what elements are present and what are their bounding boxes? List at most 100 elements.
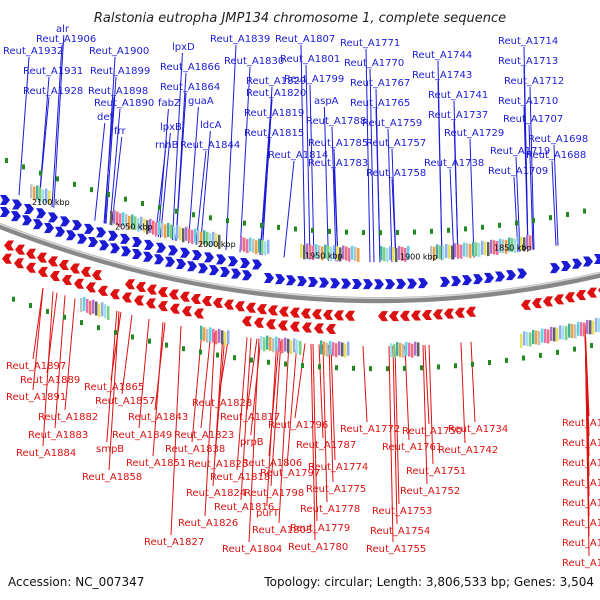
reverse-gene-label[interactable]: Reut_A1699 bbox=[562, 438, 600, 449]
reverse-gene-label[interactable]: Reut_A1704 bbox=[562, 538, 600, 549]
forward-gene-label[interactable]: guaA bbox=[188, 96, 214, 107]
reverse-gene-arrow[interactable] bbox=[37, 252, 47, 263]
forward-gene-label[interactable]: Reut_A1829 bbox=[246, 76, 306, 87]
reverse-gene-label[interactable]: Reut_A1825 bbox=[188, 459, 248, 470]
forward-gene-arrow[interactable] bbox=[110, 243, 120, 254]
reverse-gene-arrow[interactable] bbox=[301, 308, 311, 319]
forward-gene-arrow[interactable] bbox=[286, 275, 296, 286]
reverse-gene-arrow[interactable] bbox=[191, 293, 201, 304]
forward-gene-arrow[interactable] bbox=[330, 278, 340, 289]
forward-gene-arrow[interactable] bbox=[187, 261, 197, 272]
forward-gene-arrow[interactable] bbox=[84, 223, 94, 234]
reverse-gene-label[interactable]: Reut_A1858 bbox=[82, 472, 142, 483]
forward-gene-label[interactable]: Reut_A1759 bbox=[362, 118, 422, 129]
forward-gene-label[interactable]: Reut_A1814 bbox=[268, 150, 328, 161]
forward-gene-label[interactable]: Reut_A1820 bbox=[246, 88, 306, 99]
forward-gene-label[interactable]: Reut_A1807 bbox=[275, 34, 335, 45]
forward-gene-arrow[interactable] bbox=[484, 272, 494, 283]
reverse-gene-arrow[interactable] bbox=[158, 287, 168, 298]
forward-gene-arrow[interactable] bbox=[228, 256, 238, 267]
reverse-gene-arrow[interactable] bbox=[110, 289, 120, 300]
reverse-gene-arrow[interactable] bbox=[194, 308, 204, 319]
forward-gene-label[interactable]: Reut_A1830 bbox=[224, 56, 284, 67]
forward-gene-label[interactable]: Reut_A1890 bbox=[94, 98, 154, 109]
forward-gene-arrow[interactable] bbox=[0, 194, 10, 205]
reverse-gene-label[interactable]: purT bbox=[256, 508, 280, 519]
forward-gene-label[interactable]: Reut_A1783 bbox=[308, 158, 368, 169]
forward-gene-label[interactable]: Reut_A1757 bbox=[366, 138, 426, 149]
reverse-gene-label[interactable]: Reut_A1774 bbox=[308, 462, 368, 473]
forward-gene-arrow[interactable] bbox=[440, 276, 450, 287]
reverse-gene-label[interactable]: Reut_A1865 bbox=[84, 382, 144, 393]
reverse-gene-label[interactable]: Reut_A1787 bbox=[296, 440, 356, 451]
reverse-gene-label[interactable]: Reut_A1891 bbox=[6, 392, 66, 403]
forward-gene-label[interactable]: Reut_A1898 bbox=[88, 86, 148, 97]
reverse-gene-arrow[interactable] bbox=[444, 308, 454, 319]
forward-gene-arrow[interactable] bbox=[72, 220, 82, 231]
reverse-gene-arrow[interactable] bbox=[378, 311, 388, 322]
forward-gene-label[interactable]: Reut_A1710 bbox=[498, 96, 558, 107]
reverse-gene-label[interactable]: Reut_A1884 bbox=[16, 448, 76, 459]
reverse-gene-label[interactable]: Reut_A1818 bbox=[210, 472, 270, 483]
forward-gene-arrow[interactable] bbox=[275, 274, 285, 285]
reverse-gene-label[interactable]: Reut_A1703 bbox=[562, 518, 600, 529]
reverse-gene-arrow[interactable] bbox=[224, 299, 234, 310]
reverse-gene-label[interactable]: Reut_A1828 bbox=[192, 398, 252, 409]
reverse-gene-label[interactable]: smpB bbox=[96, 444, 124, 455]
forward-gene-arrow[interactable] bbox=[0, 206, 10, 217]
reverse-gene-label[interactable]: Reut_A1823 bbox=[174, 430, 234, 441]
forward-gene-label[interactable]: Reut_A1771 bbox=[340, 38, 400, 49]
forward-gene-label[interactable]: frr bbox=[114, 126, 126, 137]
forward-gene-arrow[interactable] bbox=[36, 208, 46, 219]
reverse-gene-label[interactable]: prpB bbox=[240, 437, 264, 448]
forward-gene-label[interactable]: Reut_A1744 bbox=[412, 50, 472, 61]
forward-gene-label[interactable]: fabZ bbox=[158, 98, 181, 109]
forward-gene-arrow[interactable] bbox=[11, 211, 21, 222]
reverse-gene-label[interactable]: Reut_A1817 bbox=[220, 412, 280, 423]
reverse-gene-arrow[interactable] bbox=[70, 263, 80, 274]
forward-gene-arrow[interactable] bbox=[120, 233, 130, 244]
forward-gene-label[interactable]: Reut_A1741 bbox=[428, 90, 488, 101]
reverse-gene-label[interactable]: Reut_A1796 bbox=[268, 420, 328, 431]
forward-gene-label[interactable]: Reut_A1928 bbox=[23, 86, 83, 97]
forward-gene-arrow[interactable] bbox=[144, 239, 154, 250]
reverse-gene-arrow[interactable] bbox=[268, 305, 278, 316]
forward-gene-arrow[interactable] bbox=[550, 263, 560, 274]
reverse-gene-arrow[interactable] bbox=[312, 309, 322, 320]
forward-gene-label[interactable]: Reut_A1799 bbox=[284, 74, 344, 85]
reverse-gene-arrow[interactable] bbox=[92, 270, 102, 281]
reverse-gene-arrow[interactable] bbox=[554, 294, 564, 305]
reverse-gene-arrow[interactable] bbox=[98, 285, 108, 296]
forward-gene-label[interactable]: Reut_A1900 bbox=[89, 46, 149, 57]
reverse-gene-arrow[interactable] bbox=[400, 310, 410, 321]
reverse-gene-arrow[interactable] bbox=[50, 271, 60, 282]
reverse-gene-label[interactable]: Reut_A1883 bbox=[28, 430, 88, 441]
forward-gene-label[interactable]: ldcA bbox=[200, 120, 222, 131]
reverse-gene-label[interactable]: Reut_A1857 bbox=[95, 396, 155, 407]
forward-gene-label[interactable]: Reut_A1729 bbox=[444, 128, 504, 139]
reverse-gene-arrow[interactable] bbox=[587, 287, 597, 298]
forward-gene-arrow[interactable] bbox=[264, 272, 274, 283]
forward-gene-label[interactable]: Reut_A1698 bbox=[528, 134, 588, 145]
reverse-gene-arrow[interactable] bbox=[169, 289, 179, 300]
forward-gene-arrow[interactable] bbox=[341, 278, 351, 289]
forward-gene-arrow[interactable] bbox=[121, 246, 131, 257]
forward-gene-label[interactable]: Reut_A1707 bbox=[503, 114, 563, 125]
forward-gene-label[interactable]: Reut_A1714 bbox=[498, 36, 558, 47]
reverse-gene-arrow[interactable] bbox=[422, 309, 432, 320]
forward-gene-label[interactable]: Reut_A1767 bbox=[350, 78, 410, 89]
reverse-gene-label[interactable]: Reut_A1827 bbox=[144, 537, 204, 548]
reverse-gene-label[interactable]: Reut_A1838 bbox=[165, 444, 225, 455]
reverse-gene-label[interactable]: Reut_A1754 bbox=[370, 526, 430, 537]
forward-gene-label[interactable]: Reut_A1864 bbox=[160, 82, 220, 93]
reverse-gene-arrow[interactable] bbox=[213, 297, 223, 308]
reverse-gene-arrow[interactable] bbox=[48, 256, 58, 267]
reverse-gene-arrow[interactable] bbox=[290, 321, 300, 332]
reverse-gene-label[interactable]: Reut_A1778 bbox=[300, 504, 360, 515]
reverse-gene-arrow[interactable] bbox=[146, 298, 156, 309]
reverse-gene-label[interactable]: Reut_A1750 bbox=[402, 426, 462, 437]
reverse-gene-arrow[interactable] bbox=[26, 248, 36, 259]
forward-gene-arrow[interactable] bbox=[385, 279, 395, 290]
reverse-gene-arrow[interactable] bbox=[15, 244, 25, 255]
forward-gene-arrow[interactable] bbox=[583, 256, 593, 267]
